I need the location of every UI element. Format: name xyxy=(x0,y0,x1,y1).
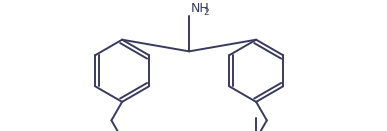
Text: NH: NH xyxy=(191,2,210,15)
Text: 2: 2 xyxy=(204,8,209,17)
